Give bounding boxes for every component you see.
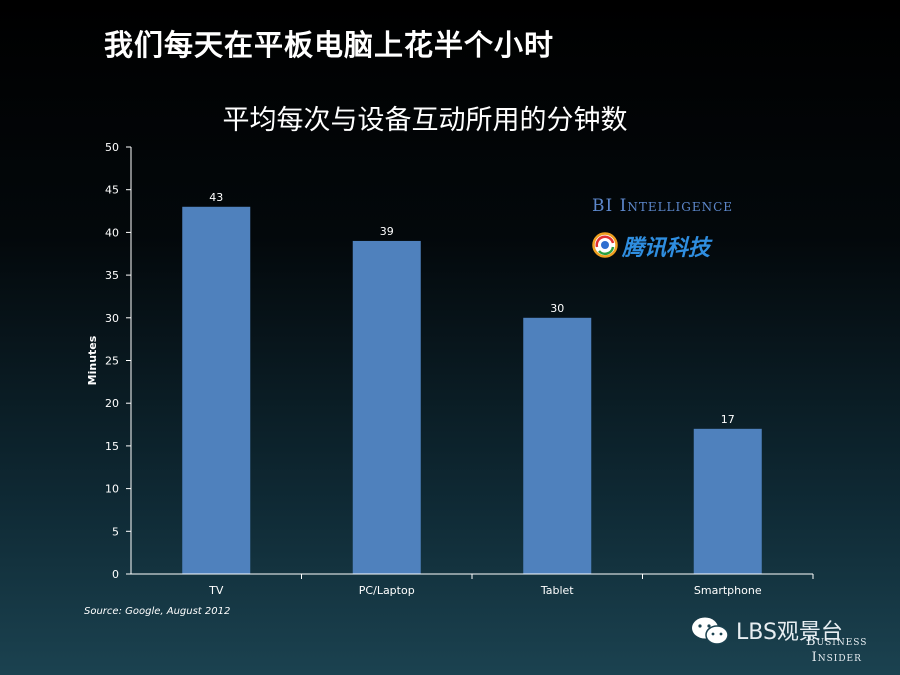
bar-tablet <box>523 317 592 574</box>
publisher-line-2: Insider <box>811 650 862 665</box>
data-label: 17 <box>721 413 735 426</box>
data-label: 30 <box>550 302 564 315</box>
y-tick-label: 25 <box>105 355 119 368</box>
y-tick-label: 35 <box>105 269 119 282</box>
y-tick-label: 20 <box>105 397 119 410</box>
source-note: Source: Google, August 2012 <box>84 606 231 617</box>
chart-title: 平均每次与设备互动所用的分钟数 <box>222 105 628 136</box>
y-tick-label: 0 <box>112 568 119 581</box>
publisher-line-1: Business <box>806 634 868 649</box>
bar-tv <box>182 206 251 574</box>
y-tick-label: 30 <box>105 312 119 325</box>
bar-smartphone <box>693 428 762 574</box>
bars <box>182 206 762 574</box>
bi-intelligence-logo: BI Intelligence <box>592 196 734 216</box>
y-axis-label: Minutes <box>86 335 99 385</box>
data-label: 39 <box>380 225 394 238</box>
x-axis-ticks: TV PC/Laptop Tablet Smartphone <box>208 574 814 597</box>
y-axis-ticks: 0 5 10 15 20 25 30 35 40 45 50 <box>105 141 131 581</box>
tencent-tech-text: 腾讯科技 <box>622 236 711 261</box>
slide-title: 我们每天在平板电脑上花半个小时 <box>104 28 555 62</box>
y-tick-label: 10 <box>105 483 119 496</box>
tencent-q-icon <box>592 232 618 258</box>
x-tick-label: PC/Laptop <box>359 584 415 597</box>
x-tick-label: Tablet <box>540 584 574 597</box>
data-label: 43 <box>209 191 223 204</box>
y-tick-label: 45 <box>105 184 119 197</box>
x-tick-label: TV <box>208 584 224 597</box>
y-tick-label: 40 <box>105 226 119 239</box>
x-tick-label: Smartphone <box>694 584 762 597</box>
y-tick-label: 50 <box>105 141 119 154</box>
y-tick-label: 5 <box>112 525 119 538</box>
wechat-icon <box>692 617 729 645</box>
business-insider-logo: Business Insider <box>806 634 867 666</box>
bar-pc-laptop <box>352 240 421 574</box>
watermark-text: LBS观景台 <box>736 620 843 645</box>
y-tick-label: 15 <box>105 440 119 453</box>
data-labels: 43 39 30 17 <box>209 191 735 426</box>
